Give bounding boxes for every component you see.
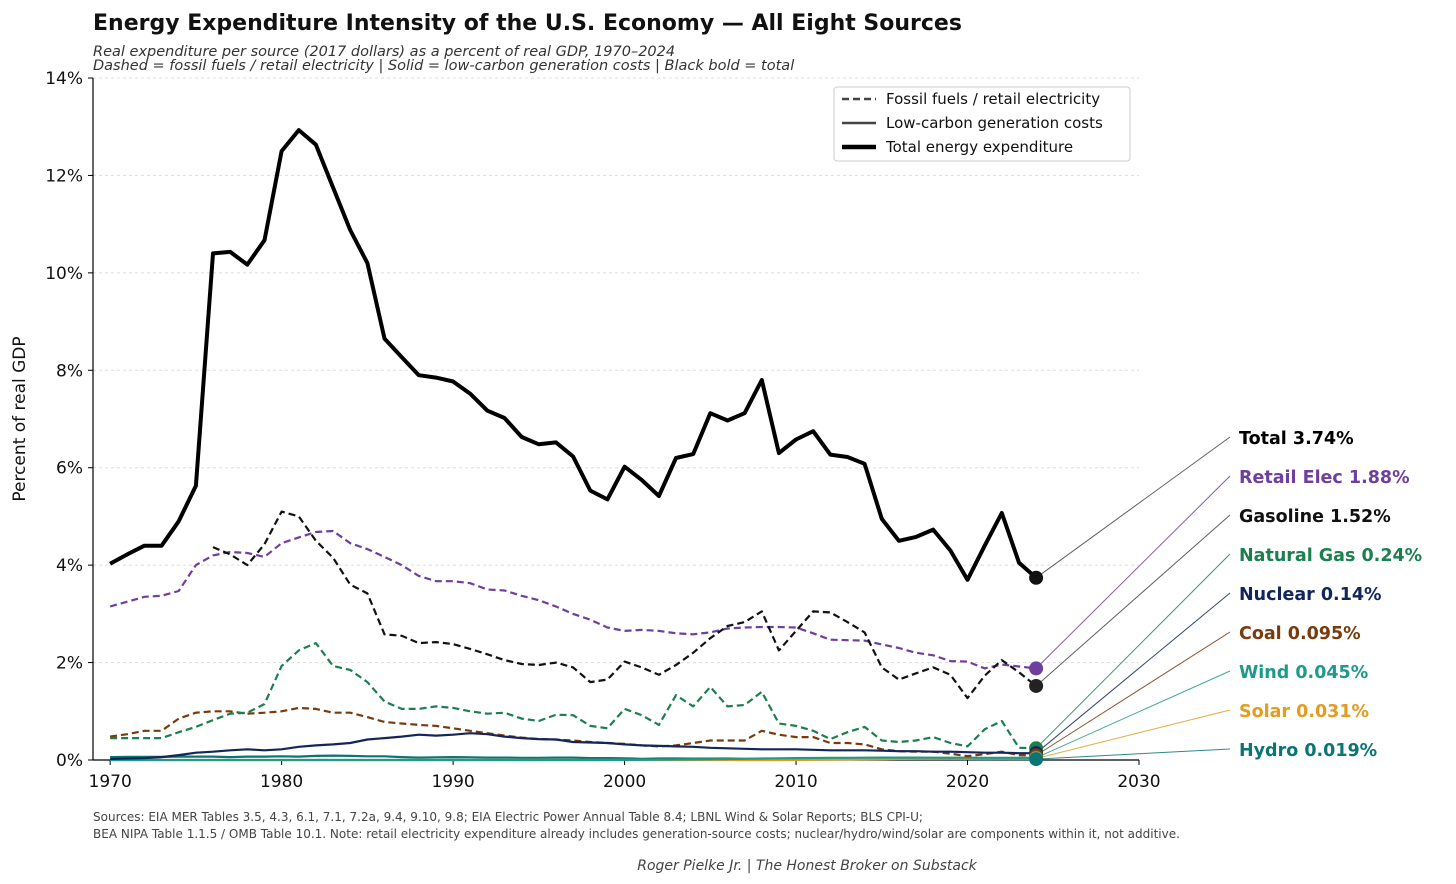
end-label-natural-gas: Natural Gas 0.24%: [1239, 546, 1422, 566]
series-line-nuclear: [110, 732, 1037, 761]
end-label-total: Total 3.74%: [1239, 429, 1354, 449]
x-tick-label: 1980: [260, 772, 303, 792]
leader-line-wind: [1035, 670, 1231, 759]
series-line-gasoline: [212, 510, 1037, 700]
x-tick-label: 2010: [774, 772, 817, 792]
end-label-wind: Wind 0.045%: [1239, 663, 1368, 683]
legend: Fossil fuels / retail electricity Low-ca…: [833, 86, 1131, 162]
y-tick-label: 14%: [45, 69, 83, 89]
x-tick-label: 2000: [603, 772, 646, 792]
leader-line-retail-elec: [1035, 475, 1231, 669]
end-dot-total: [1029, 570, 1044, 585]
end-label-coal: Coal 0.095%: [1239, 624, 1361, 644]
series-line-natural-gas: [110, 641, 1037, 750]
end-label-hydro: Hydro 0.019%: [1239, 741, 1377, 761]
x-tick-label: 2030: [1117, 772, 1160, 792]
y-tick-label: 0%: [56, 751, 83, 771]
end-dot-gasoline: [1029, 678, 1044, 693]
legend-entry-bold: Total energy expenditure: [885, 138, 1073, 156]
y-tick-label: 8%: [56, 361, 83, 381]
legend-entry-solid: Low-carbon generation costs: [886, 114, 1103, 132]
leader-line-nuclear: [1035, 592, 1231, 754]
leader-line-hydro: [1036, 748, 1231, 760]
leader-line-total: [1035, 436, 1231, 579]
y-tick-label: 2%: [56, 654, 83, 674]
y-axis-label: Percent of real GDP: [10, 336, 30, 501]
leader-line-gasoline: [1035, 514, 1231, 687]
y-tick-label: 6%: [56, 459, 83, 479]
end-label-retail-elec: Retail Elec 1.88%: [1239, 468, 1410, 488]
end-dot-hydro: [1029, 752, 1044, 767]
end-label-solar: Solar 0.031%: [1239, 702, 1369, 722]
chart-title: Energy Expenditure Intensity of the U.S.…: [93, 11, 962, 36]
series-line-coal: [109, 706, 1037, 758]
end-label-gasoline: Gasoline 1.52%: [1239, 507, 1391, 527]
end-label-nuclear: Nuclear 0.14%: [1239, 585, 1382, 605]
chart-subtitle-1: Real expenditure per source (2017 dollar…: [93, 44, 675, 60]
y-tick-label: 12%: [45, 166, 83, 186]
leader-line-natural-gas: [1035, 553, 1231, 749]
end-dot-retail-elec: [1029, 661, 1044, 676]
leader-line-coal: [1035, 631, 1231, 756]
series-line-wind: [110, 756, 1037, 762]
sources-line-1: Sources: EIA MER Tables 3.5, 4.3, 6.1, 7…: [93, 810, 923, 824]
y-tick-label: 4%: [56, 556, 83, 576]
series-line-retail-elec: [109, 529, 1037, 670]
legend-entry-dashed: Fossil fuels / retail electricity: [886, 90, 1100, 108]
x-tick-label: 1990: [431, 772, 474, 792]
series-line-total: [109, 128, 1038, 582]
x-tick-label: 2020: [946, 772, 989, 792]
chart-subtitle-2: Dashed = fossil fuels / retail electrici…: [93, 58, 794, 74]
x-tick-label: 1970: [89, 772, 132, 792]
y-tick-label: 10%: [45, 264, 83, 284]
legend-box: [833, 86, 1131, 162]
credit-line: Roger Pielke Jr. | The Honest Broker on …: [637, 858, 977, 874]
leader-line-solar: [1035, 709, 1231, 759]
sources-line-2: BEA NIPA Table 1.1.5 / OMB Table 10.1. N…: [93, 827, 1180, 841]
